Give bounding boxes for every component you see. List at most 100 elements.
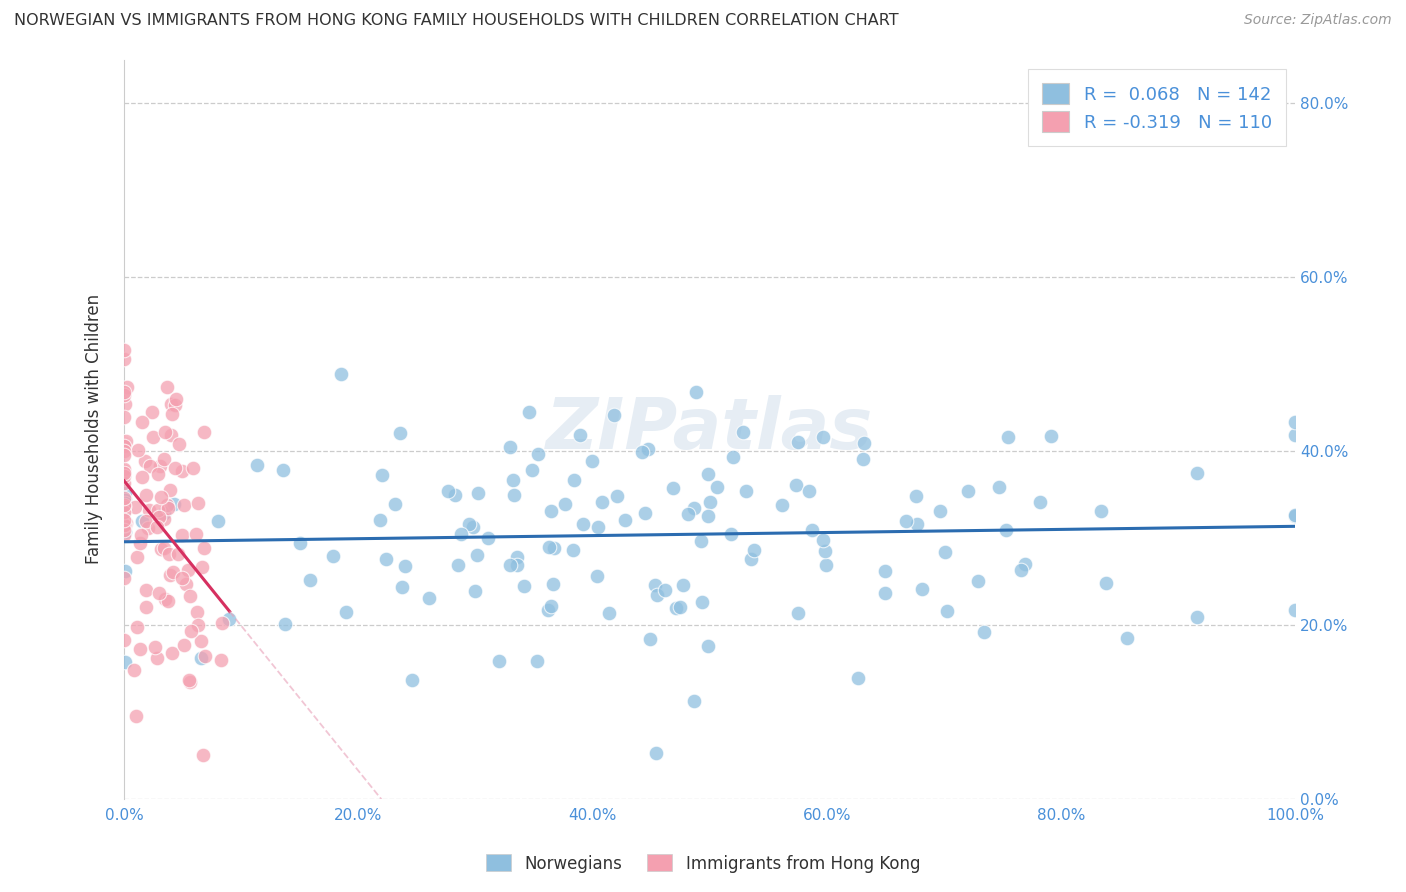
Point — [152, 507, 174, 521]
Point — [1187, 466, 1209, 480]
Point — [1284, 428, 1306, 442]
Point — [672, 577, 695, 591]
Point — [159, 568, 181, 582]
Point — [191, 748, 214, 763]
Point — [218, 612, 240, 626]
Point — [644, 578, 666, 592]
Point — [135, 583, 157, 598]
Point — [112, 437, 135, 451]
Point — [447, 558, 470, 572]
Point — [131, 415, 153, 429]
Point — [335, 606, 357, 620]
Point — [676, 507, 699, 521]
Point — [554, 497, 576, 511]
Point — [153, 591, 176, 606]
Point — [112, 466, 135, 480]
Point — [1284, 603, 1306, 617]
Point — [150, 541, 173, 556]
Point — [114, 516, 136, 531]
Point — [117, 380, 139, 394]
Point — [735, 483, 758, 498]
Point — [163, 497, 186, 511]
Point — [644, 746, 666, 760]
Point — [134, 454, 156, 468]
Point — [131, 470, 153, 484]
Point — [606, 489, 628, 503]
Point — [723, 450, 745, 465]
Point — [112, 440, 135, 454]
Point — [813, 430, 835, 444]
Point — [271, 463, 294, 477]
Point — [190, 650, 212, 665]
Point — [114, 524, 136, 539]
Point — [112, 409, 135, 424]
Point — [488, 654, 510, 668]
Point — [207, 514, 229, 528]
Point — [114, 492, 136, 507]
Point — [742, 543, 765, 558]
Point — [503, 488, 526, 502]
Point — [170, 528, 193, 542]
Point — [330, 367, 353, 381]
Point — [1284, 415, 1306, 429]
Point — [662, 481, 685, 495]
Point — [371, 467, 394, 482]
Point — [374, 552, 396, 566]
Point — [682, 500, 704, 515]
Point — [562, 474, 585, 488]
Point — [129, 642, 152, 657]
Point — [112, 500, 135, 515]
Point — [905, 517, 928, 532]
Point — [163, 398, 186, 412]
Point — [153, 452, 176, 467]
Point — [112, 505, 135, 519]
Point — [173, 639, 195, 653]
Point — [149, 458, 172, 473]
Point — [569, 428, 592, 442]
Point — [135, 488, 157, 502]
Point — [112, 438, 135, 452]
Point — [814, 558, 837, 573]
Point — [112, 498, 135, 512]
Point — [156, 380, 179, 394]
Point — [506, 558, 529, 573]
Point — [322, 549, 344, 563]
Point — [112, 513, 135, 527]
Point — [115, 434, 138, 448]
Point — [450, 527, 472, 541]
Point — [159, 427, 181, 442]
Point — [159, 397, 181, 411]
Point — [506, 549, 529, 564]
Point — [637, 442, 659, 457]
Point — [370, 512, 392, 526]
Point — [112, 518, 135, 533]
Point — [114, 655, 136, 669]
Point — [153, 541, 176, 555]
Point — [112, 463, 135, 477]
Point — [114, 496, 136, 510]
Point — [246, 458, 269, 472]
Point — [602, 408, 624, 422]
Point — [894, 514, 917, 528]
Point — [935, 604, 957, 618]
Point — [209, 653, 232, 667]
Point — [139, 458, 162, 473]
Point — [125, 709, 148, 723]
Point — [770, 498, 793, 512]
Point — [785, 478, 807, 492]
Point — [125, 620, 148, 634]
Point — [540, 599, 562, 614]
Point — [995, 524, 1018, 538]
Point — [873, 564, 896, 578]
Point — [172, 464, 194, 478]
Point — [502, 474, 524, 488]
Legend: R =  0.068   N = 142, R = -0.319   N = 110: R = 0.068 N = 142, R = -0.319 N = 110 — [1028, 69, 1286, 146]
Point — [127, 442, 149, 457]
Point — [112, 475, 135, 490]
Point — [685, 384, 707, 399]
Point — [112, 469, 135, 483]
Point — [690, 595, 713, 609]
Point — [156, 500, 179, 515]
Point — [527, 447, 550, 461]
Point — [112, 448, 135, 462]
